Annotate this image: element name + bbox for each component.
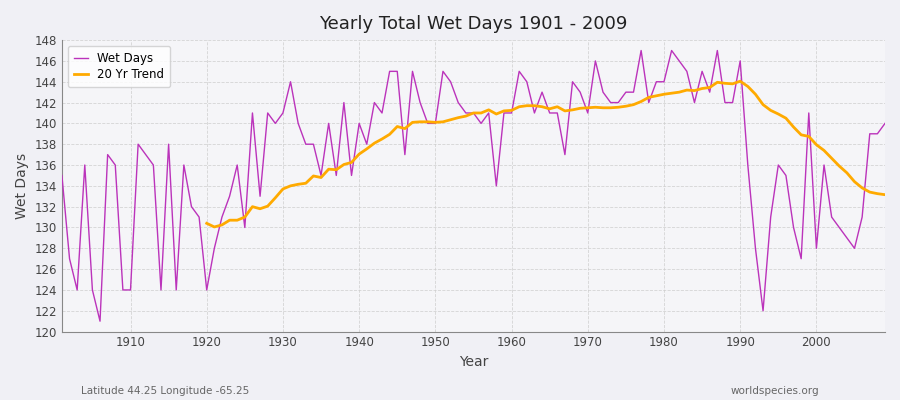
Wet Days (635, 48, 646, 53)
20 Yr Trend (864, 190, 875, 194)
Y-axis label: Wet Days: Wet Days (15, 153, 29, 219)
Text: worldspecies.org: worldspecies.org (731, 386, 819, 396)
20 Yr Trend (415, 120, 426, 124)
X-axis label: Year: Year (459, 355, 488, 369)
20 Yr Trend (209, 224, 220, 229)
20 Yr Trend (681, 88, 692, 92)
Wet Days (879, 121, 890, 126)
Wet Days (514, 69, 525, 74)
Wet Days (94, 319, 105, 324)
20 Yr Trend (301, 181, 311, 186)
Line: 20 Yr Trend: 20 Yr Trend (207, 81, 885, 227)
20 Yr Trend (202, 221, 212, 226)
Wet Days (57, 173, 68, 178)
Wet Days (506, 110, 517, 115)
20 Yr Trend (796, 132, 806, 137)
20 Yr Trend (879, 192, 890, 197)
Legend: Wet Days, 20 Yr Trend: Wet Days, 20 Yr Trend (68, 46, 170, 87)
20 Yr Trend (734, 79, 745, 84)
Title: Yearly Total Wet Days 1901 - 2009: Yearly Total Wet Days 1901 - 2009 (320, 15, 627, 33)
Wet Days (125, 288, 136, 292)
Wet Days (605, 100, 616, 105)
Line: Wet Days: Wet Days (62, 50, 885, 321)
Wet Days (338, 100, 349, 105)
20 Yr Trend (780, 116, 791, 120)
Text: Latitude 44.25 Longitude -65.25: Latitude 44.25 Longitude -65.25 (81, 386, 249, 396)
Wet Days (292, 121, 303, 126)
